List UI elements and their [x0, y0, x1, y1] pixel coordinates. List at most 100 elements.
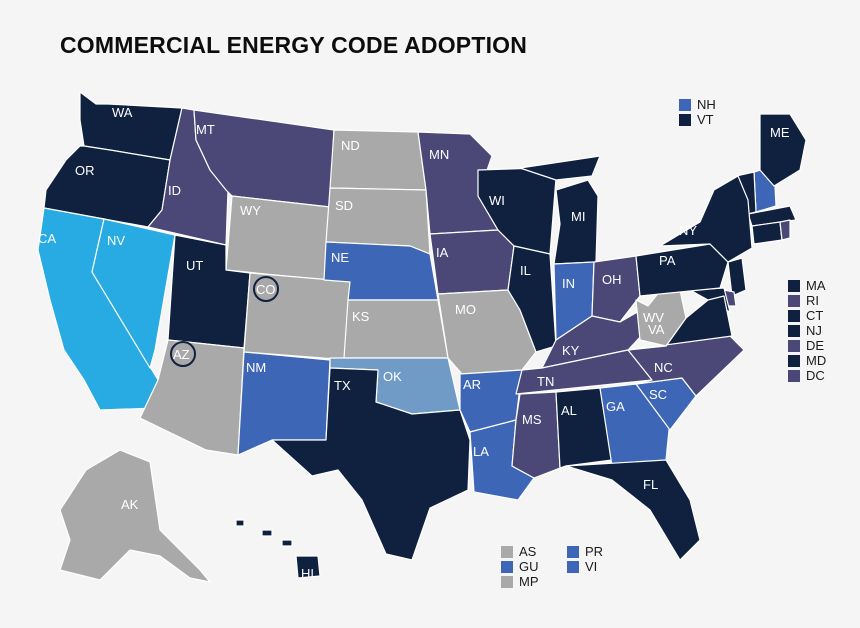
state-ri [779, 219, 791, 241]
state-label-tx: TX [334, 378, 351, 393]
legend-label: NH [697, 97, 716, 112]
legend-right: MA RI CT NJ DE MD DC [788, 278, 826, 383]
legend-label: RI [806, 293, 819, 308]
state-label-ca: CA [38, 231, 56, 246]
state-label-sd: SD [335, 198, 353, 213]
state-label-wv: WV [643, 310, 664, 325]
legend-swatch [679, 98, 691, 111]
legend-swatch [788, 369, 800, 382]
state-me [759, 113, 807, 187]
legend-swatch [788, 294, 800, 307]
state-marker-circle [170, 341, 196, 367]
legend-swatch [788, 309, 800, 322]
state-wv [635, 285, 687, 347]
state-label-id: ID [168, 183, 181, 198]
state-fl [565, 459, 701, 561]
legend-item-vi: VI [567, 559, 603, 574]
legend-item-pr: PR [567, 544, 603, 559]
state-label-mo: MO [455, 302, 476, 317]
state-ct [751, 221, 783, 245]
legend-label: GU [519, 559, 539, 574]
legend-swatch [567, 545, 579, 558]
state-label-al: AL [561, 403, 577, 418]
legend-swatch [501, 545, 513, 558]
state-label-co: CO [256, 282, 276, 297]
state-pa [635, 243, 729, 297]
state-label-tn: TN [537, 374, 554, 389]
state-label-il: IL [520, 263, 531, 278]
state-nc [627, 335, 745, 397]
legend-item-mp: MP [501, 574, 539, 589]
legend-item-dc: DC [788, 368, 826, 383]
legend-swatch [788, 324, 800, 337]
state-label-or: OR [75, 163, 95, 178]
legend-item-as: AS [501, 544, 539, 559]
legend-item-vt: VT [679, 112, 716, 127]
state-label-ny: NY [679, 223, 697, 238]
state-label-sc: SC [649, 387, 667, 402]
state-label-ms: MS [522, 412, 542, 427]
state-hi [235, 519, 321, 579]
state-label-va: VA [648, 322, 665, 337]
legend-swatch [788, 339, 800, 352]
state-label-nc: NC [654, 360, 673, 375]
state-label-fl: FL [643, 477, 658, 492]
state-label-nv: NV [107, 233, 125, 248]
legend-top: NH VT [679, 97, 716, 127]
state-label-ut: UT [186, 258, 203, 273]
state-oh [591, 255, 641, 323]
legend-swatch [501, 560, 513, 573]
legend-label: AS [519, 544, 537, 559]
legend-item-nh: NH [679, 97, 716, 112]
state-al [555, 387, 613, 469]
state-tx [271, 367, 471, 561]
legend-label: PR [585, 544, 604, 559]
state-label-az: AZ [173, 347, 190, 362]
legend-item-ct: CT [788, 308, 826, 323]
state-label-wa: WA [112, 105, 133, 120]
state-ny [659, 175, 753, 263]
state-label-pa: PA [659, 253, 676, 268]
legend-item-md: MD [788, 353, 826, 368]
legend-item-ri: RI [788, 293, 826, 308]
legend-territories-left: AS GU MP [501, 544, 539, 589]
legend-label: DE [806, 338, 825, 353]
state-il [507, 245, 557, 353]
state-label-ks: KS [352, 309, 370, 324]
state-label-me: ME [770, 125, 790, 140]
state-nj [727, 257, 747, 297]
state-label-nd: ND [341, 138, 360, 153]
legend-item-gu: GU [501, 559, 539, 574]
state-az [139, 339, 245, 456]
state-label-ia: IA [436, 245, 449, 260]
state-label-ak: AK [121, 497, 139, 512]
state-label-mn: MN [429, 147, 449, 162]
legend-label: NJ [806, 323, 822, 338]
legend-label: MP [519, 574, 539, 589]
legend-label: DC [806, 368, 825, 383]
state-label-la: LA [473, 444, 489, 459]
legend-territories-right: PR VI [567, 544, 603, 574]
page-title: COMMERCIAL ENERGY CODE ADOPTION [60, 32, 528, 58]
state-label-hi: HI [301, 566, 314, 581]
state-nv [91, 218, 176, 369]
legend-swatch [567, 560, 579, 573]
state-label-nm: NM [246, 360, 266, 375]
legend-item-de: DE [788, 338, 826, 353]
state-label-ky: KY [562, 343, 580, 358]
state-label-mi: MI [571, 209, 585, 224]
state-label-ar: AR [463, 377, 481, 392]
legend-swatch [679, 113, 691, 126]
state-label-wi: WI [489, 193, 505, 208]
legend-item-ma: MA [788, 278, 826, 293]
state-ia [429, 229, 515, 295]
legend-label: MD [806, 353, 827, 368]
state-label-ok: OK [383, 369, 402, 384]
state-label-in: IN [562, 276, 575, 291]
legend-swatch [788, 279, 800, 292]
state-ms [511, 391, 561, 479]
state-label-ga: GA [606, 399, 625, 414]
state-label-wy: WY [240, 203, 261, 218]
state-label-mt: MT [196, 122, 215, 137]
state-marker-circle [253, 276, 279, 302]
